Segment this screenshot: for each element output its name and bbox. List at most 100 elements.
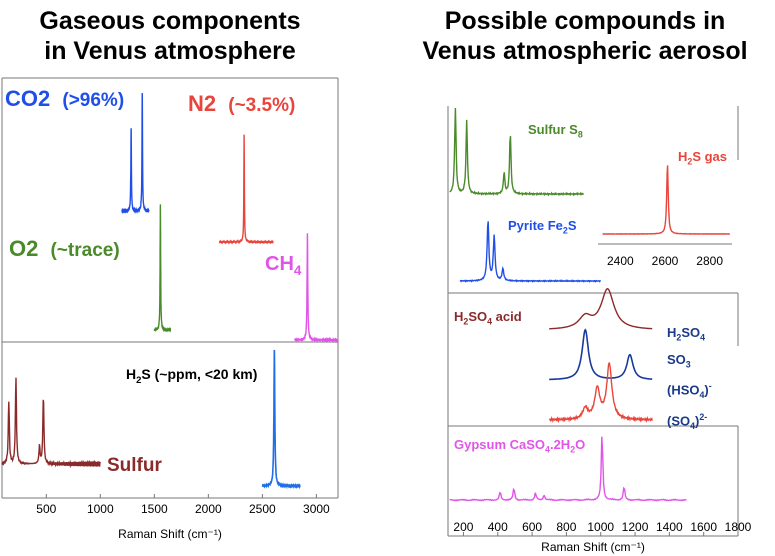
label-o2-main: O2 (9, 236, 39, 261)
legend-hso4-sub: 4 (699, 390, 705, 401)
label-h2s-gas-a: H (678, 149, 688, 164)
tick-label: 2800 (696, 254, 724, 268)
spectrum-so3 (549, 328, 653, 381)
right-ticks (462, 532, 739, 536)
label-gypsum-s2: 2 (570, 444, 576, 455)
right-heading-line1: Possible compounds in (444, 7, 726, 35)
label-acid-sub1: 2 (463, 316, 469, 327)
tick-label: 1200 (621, 520, 649, 534)
tick-label: 500 (36, 502, 57, 516)
label-gypsum-c: O (575, 437, 586, 452)
label-h2s-a: H (126, 366, 137, 382)
left-heading-line1: Gaseous components (39, 7, 301, 35)
tick-label: 600 (522, 520, 543, 534)
left-heading-line2: in Venus atmosphere (44, 37, 296, 65)
legend-h2so4-a: H (667, 325, 677, 340)
label-pyrite-main: Pyrite Fe (508, 218, 563, 233)
spectrum-o2 (153, 204, 172, 333)
label-h2s-gas-sub: 2 (687, 156, 693, 167)
right-heading: Possible compounds in Venus atmospheric … (395, 6, 775, 66)
legend-so3-sub: 3 (685, 359, 691, 370)
legend-so4-sub: 4 (690, 421, 696, 432)
label-ch4-main: CH (265, 253, 294, 275)
spectrum-h2s (261, 349, 301, 490)
label-acid-b: SO (468, 309, 488, 324)
spectrum-gypsum (449, 436, 687, 502)
label-sulfur: Sulfur (107, 455, 162, 476)
label-co2-main: CO2 (5, 86, 51, 111)
legend-h2so4-s1: 2 (676, 332, 682, 343)
legend-so3-a: SO (667, 351, 686, 367)
label-ch4: CH4 (265, 253, 301, 278)
spectrum-ch4 (294, 233, 339, 344)
label-pyrite-b: S (567, 218, 577, 233)
label-n2: N2 (~3.5%) (188, 91, 295, 117)
tick-label: 2400 (606, 254, 634, 268)
spectrum-n2 (218, 134, 274, 245)
label-gypsum-b: .2H (549, 437, 571, 452)
legend-h2so4-s2: 4 (700, 332, 706, 343)
legend-so4-close: ) (695, 413, 700, 429)
legend-hso4-sup: - (708, 381, 712, 392)
tick-label: 2500 (249, 502, 276, 516)
label-h2s-gas: H2S gas (678, 149, 727, 167)
label-h2s-b: S (~ppm, <20 km) (141, 366, 258, 382)
legend-h2so4-b: SO (681, 325, 701, 340)
label-co2: CO2 (>96%) (5, 86, 124, 112)
tick-label: 3000 (303, 502, 330, 516)
label-h2s: H2S (~ppm, <20 km) (126, 366, 257, 386)
spectrum-h2so4-acid (549, 287, 653, 330)
tick-label: 2600 (651, 254, 679, 268)
label-h2so4-acid: H2SO4 acid (454, 309, 522, 327)
label-acid-sub2: 4 (487, 316, 493, 327)
spectrum-hso4 (548, 362, 653, 424)
legend-so4-sup: 2- (699, 412, 708, 423)
legend-so4: (SO4)2- (667, 406, 712, 437)
label-co2-pct: (>96%) (62, 90, 125, 111)
spectrum-sulfur (1, 377, 101, 469)
label-pyrite: Pyrite Fe2S (508, 218, 577, 236)
label-gypsum-a: Gypsum CaSO (454, 437, 546, 452)
label-n2-main: N2 (188, 91, 217, 116)
left-x-label: Raman Shift (cm⁻¹) (118, 527, 222, 541)
tick-label: 800 (556, 520, 577, 534)
spectrum-sulfur-s8 (449, 107, 585, 197)
tick-label: 2000 (194, 502, 222, 516)
label-o2-pct: (~trace) (50, 240, 120, 261)
left-ticks (45, 494, 317, 498)
tick-label: 400 (487, 520, 508, 534)
label-n2-pct: (~3.5%) (228, 95, 296, 116)
label-ch4-sub: 4 (293, 263, 302, 278)
tick-label: 1000 (86, 502, 114, 516)
legend-h2so4: H2SO4 (667, 322, 712, 349)
tick-label: 1500 (140, 502, 168, 516)
label-gypsum: Gypsum CaSO4.2H2O (454, 437, 585, 455)
legend-so3: SO3 (667, 349, 712, 376)
right-x-label: Raman Shift (cm⁻¹) (541, 540, 645, 554)
spectrum-pyrite (459, 221, 602, 283)
label-gypsum-s1: 4 (545, 444, 550, 455)
label-sulfur-s8-sub: 8 (577, 129, 583, 140)
label-o2: O2 (~trace) (9, 236, 120, 262)
tick-label: 1600 (690, 520, 718, 534)
tick-label: 200 (453, 520, 474, 534)
label-sulfur-s8-main: Sulfur S (528, 122, 578, 137)
label-acid-a: H (454, 309, 464, 324)
legend-hso4: (HSO4)- (667, 375, 712, 406)
right-heading-line2: Venus atmospheric aerosol (422, 37, 748, 65)
legend-so4-a: (SO (667, 413, 691, 429)
label-sulfur-s8: Sulfur S8 (528, 122, 583, 140)
spectrum-co2 (121, 93, 150, 214)
label-h2s-gas-b: S gas (692, 149, 727, 164)
tick-label: 1800 (724, 520, 752, 534)
label-h2s-sub: 2 (136, 374, 142, 386)
legend-species: H2SO4 SO3 (HSO4)- (SO4)2- (667, 322, 712, 437)
spectrum-h2s-gas (602, 165, 730, 236)
tick-label: 1400 (656, 520, 683, 534)
label-acid-c: acid (492, 309, 522, 324)
legend-hso4-a: (HSO (667, 382, 700, 398)
label-pyrite-sub: 2 (562, 225, 568, 236)
left-heading: Gaseous components in Venus atmosphere (0, 6, 340, 66)
legend-hso4-close: ) (704, 382, 709, 398)
